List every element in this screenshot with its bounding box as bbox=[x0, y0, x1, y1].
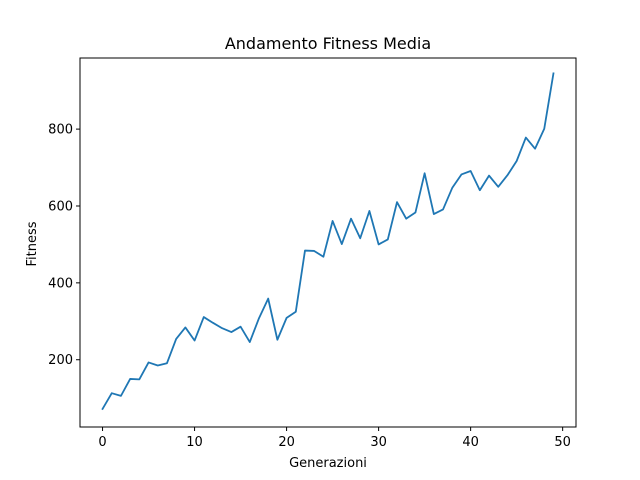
y-tick-label: 600 bbox=[48, 199, 73, 214]
y-tick-label: 200 bbox=[48, 353, 73, 368]
y-tick-label: 800 bbox=[48, 123, 73, 138]
x-tick-label: 30 bbox=[370, 435, 387, 450]
y-tick-label: 400 bbox=[48, 276, 73, 291]
x-tick-label: 10 bbox=[186, 435, 203, 450]
plot-frame bbox=[79, 57, 577, 428]
x-axis-ticks: 0 10 20 30 40 50 bbox=[98, 427, 571, 450]
y-axis-ticks: 200 400 600 800 bbox=[48, 123, 80, 368]
y-axis-label: Fitness bbox=[25, 221, 40, 266]
series-line-0 bbox=[101, 72, 555, 411]
x-tick-label: 40 bbox=[462, 435, 479, 450]
x-tick-label: 20 bbox=[278, 435, 295, 450]
x-tick-label: 50 bbox=[554, 435, 571, 450]
chart-title: Andamento Fitness Media bbox=[225, 34, 431, 53]
plot-area bbox=[79, 57, 577, 428]
x-tick-label: 0 bbox=[98, 435, 106, 450]
x-axis-label: Generazioni bbox=[289, 456, 367, 471]
